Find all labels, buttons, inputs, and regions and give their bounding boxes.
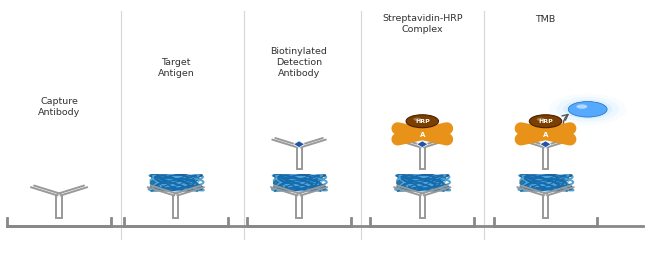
Circle shape xyxy=(529,115,562,128)
Circle shape xyxy=(549,94,627,125)
Text: A: A xyxy=(420,132,425,138)
Circle shape xyxy=(413,118,421,121)
Circle shape xyxy=(568,102,607,117)
Circle shape xyxy=(556,97,619,122)
Text: TMB: TMB xyxy=(536,15,556,24)
Circle shape xyxy=(406,115,439,128)
Text: HRP: HRP xyxy=(538,119,553,124)
Polygon shape xyxy=(417,141,428,148)
Text: A: A xyxy=(543,132,548,138)
Text: HRP: HRP xyxy=(415,119,430,124)
Text: Streptavidin-HRP
Complex: Streptavidin-HRP Complex xyxy=(382,14,463,34)
Circle shape xyxy=(577,105,588,109)
Text: Capture
Antibody: Capture Antibody xyxy=(38,97,80,117)
Text: Biotinylated
Detection
Antibody: Biotinylated Detection Antibody xyxy=(270,47,328,78)
Polygon shape xyxy=(540,141,551,148)
Text: Target
Antigen: Target Antigen xyxy=(157,58,194,78)
Circle shape xyxy=(564,100,612,119)
Circle shape xyxy=(537,118,545,121)
Polygon shape xyxy=(294,141,305,148)
